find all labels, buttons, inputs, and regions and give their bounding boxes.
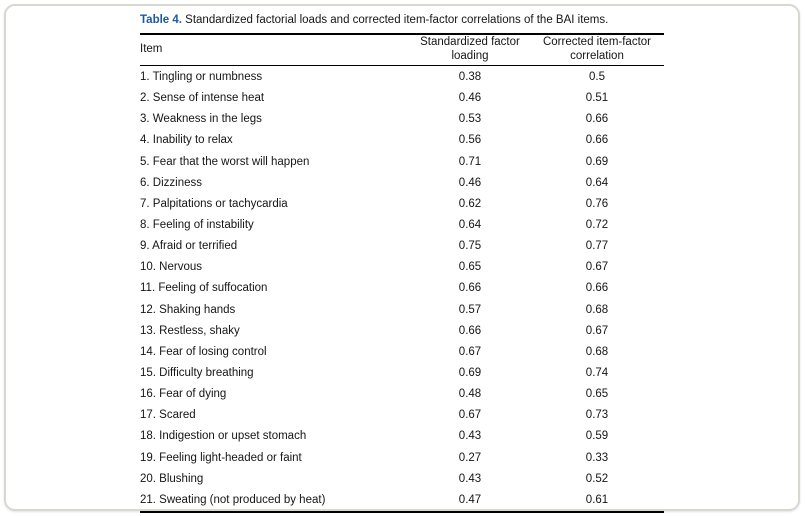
cell-item: 13. Restless, shaky [140,324,240,337]
cell-correlation: 0.61 [585,493,609,506]
cell-item: 6. Dizziness [140,176,202,189]
column-header-item: Item [140,42,163,55]
cell-loading: 0.69 [458,367,482,380]
cell-item: 9. Afraid or terrified [140,240,238,253]
cell-item: 2. Sense of intense heat [140,92,265,105]
cell-correlation: 0.52 [585,472,609,485]
table-row: 2. Sense of intense heat 0.46 0.51 [140,88,664,109]
cell-correlation: 0.67 [585,324,609,337]
cell-loading: 0.65 [458,261,482,274]
cell-item: 15. Difficulty breathing [140,367,254,380]
table-row: 17. Scared 0.67 0.73 [140,405,664,426]
cell-loading: 0.46 [458,92,482,105]
cell-item: 19. Feeling light-headed or faint [140,451,302,464]
cell-correlation: 0.69 [585,155,609,168]
cell-correlation: 0.33 [585,451,609,464]
cell-item: 1. Tingling or numbness [140,71,263,84]
table-content: Table 4. Standardized factorial loads an… [140,6,664,513]
cell-loading: 0.57 [458,303,482,316]
table-card: Table 4. Standardized factorial loads an… [4,4,800,513]
cell-correlation: 0.77 [585,240,609,253]
cell-correlation: 0.68 [585,303,609,316]
cell-item: 16. Fear of dying [140,388,227,401]
cell-correlation: 0.51 [585,92,609,105]
cell-loading: 0.53 [458,113,482,126]
cell-loading: 0.66 [458,282,482,295]
cell-correlation: 0.73 [585,409,609,422]
cell-loading: 0.43 [458,472,482,485]
cell-loading: 0.48 [458,388,482,401]
table-header-row: Item Standardized factor loading Correct… [140,35,664,66]
table-row: 19. Feeling light-headed or faint 0.27 0.3… [140,448,664,469]
cell-correlation: 0.5 [589,71,605,84]
table-row: 1. Tingling or numbness 0.38 0.5 [140,67,664,88]
cell-correlation: 0.59 [585,430,609,443]
cell-loading: 0.64 [458,219,482,232]
table-row: 11. Feeling of suffocation 0.66 0.66 [140,278,664,299]
table-row: 13. Restless, shaky 0.66 0.67 [140,321,664,342]
table-row: 21. Sweating (not produced by heat) 0.47 0… [140,490,664,511]
table-row: 20. Blushing 0.43 0.52 [140,469,664,490]
cell-correlation: 0.72 [585,219,609,232]
table-title: Table 4. Standardized factorial loads an… [140,13,664,28]
cell-item: 18. Indigestion or upset stomach [140,430,307,443]
cell-correlation: 0.68 [585,345,609,358]
table-row: 15. Difficulty breathing 0.69 0.74 [140,363,664,384]
cell-item: 20. Blushing [140,472,204,485]
table-caption-text: Standardized factorial loads and correct… [181,14,609,26]
cell-item: 11. Feeling of suffocation [140,282,268,295]
cell-item: 5. Fear that the worst will happen [140,155,310,168]
table-row: 7. Palpitations or tachycardia 0.62 0.76 [140,194,664,215]
cell-loading: 0.67 [458,409,482,422]
cell-loading: 0.66 [458,324,482,337]
table-row: 3. Weakness in the legs 0.53 0.66 [140,109,664,130]
table-row: 16. Fear of dying 0.48 0.65 [140,384,664,405]
cell-item: 4. Inability to relax [140,134,233,147]
table-row: 10. Nervous 0.65 0.67 [140,257,664,278]
cell-loading: 0.71 [458,155,482,168]
cell-item: 21. Sweating (not produced by heat) [140,493,326,506]
cell-item: 12. Shaking hands [140,303,236,316]
table-row: 6. Dizziness 0.46 0.64 [140,173,664,194]
cell-loading: 0.75 [458,240,482,253]
cell-loading: 0.47 [458,493,482,506]
cell-loading: 0.67 [458,345,482,358]
cell-loading: 0.56 [458,134,482,147]
cell-loading: 0.46 [458,176,482,189]
table-row: 4. Inability to relax 0.56 0.66 [140,130,664,151]
cell-correlation: 0.66 [585,282,609,295]
table-row: 8. Feeling of instability 0.64 0.72 [140,215,664,236]
table-number-label: Table 4. [140,14,182,26]
table-row: 12. Shaking hands 0.57 0.68 [140,300,664,321]
cell-loading: 0.38 [458,71,482,84]
cell-item: 3. Weakness in the legs [140,113,262,126]
cell-correlation: 0.66 [585,134,609,147]
cell-correlation: 0.74 [585,367,609,380]
cell-item: 7. Palpitations or tachycardia [140,197,288,210]
cell-correlation: 0.65 [585,388,609,401]
table-row: 18. Indigestion or upset stomach 0.43 0.59 [140,426,664,447]
cell-correlation: 0.66 [585,113,609,126]
cell-loading: 0.43 [458,430,482,443]
table-body: 1. Tingling or numbness 0.38 0.5 2. Sense o… [140,66,664,511]
column-header-correlation: Corrected item-factor correlation [542,36,651,62]
cell-correlation: 0.76 [585,197,609,210]
cell-loading: 0.27 [458,451,482,464]
table-row: 14. Fear of losing control 0.67 0.68 [140,342,664,363]
table-row: 5. Fear that the worst will happen 0.71 0.… [140,152,664,173]
column-header-loading: Standardized factor loading [420,36,520,62]
cell-loading: 0.62 [458,197,482,210]
cell-correlation: 0.64 [585,176,609,189]
cell-correlation: 0.67 [585,261,609,274]
cell-item: 17. Scared [140,409,196,422]
cell-item: 10. Nervous [140,261,203,274]
cell-item: 8. Feeling of instability [140,219,254,232]
cell-item: 14. Fear of losing control [140,345,267,358]
bai-items-table: Item Standardized factor loading Correct… [140,33,664,513]
table-row: 9. Afraid or terrified 0.75 0.77 [140,236,664,257]
